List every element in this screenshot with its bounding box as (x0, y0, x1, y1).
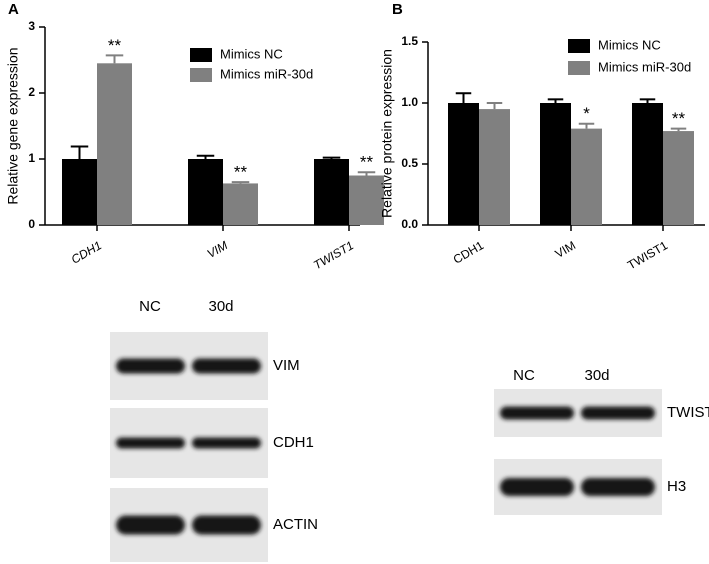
y-axis-label: Relative protein expression (379, 49, 395, 218)
blot-band (500, 478, 574, 496)
bar (632, 103, 663, 225)
blot-band (116, 515, 185, 535)
blot-label: VIM (273, 357, 300, 374)
significance: ** (234, 163, 248, 182)
y-tick-label: 0 (28, 217, 35, 231)
blot-band (192, 515, 261, 535)
bar (540, 103, 571, 225)
y-tick-label: 0.0 (401, 217, 418, 231)
panel-label: A (8, 1, 19, 18)
blot-band (192, 358, 261, 374)
blot-label: ACTIN (273, 516, 318, 533)
significance: ** (672, 109, 686, 128)
legend-swatch (190, 48, 212, 62)
bar (479, 109, 510, 225)
significance: ** (108, 36, 122, 55)
x-tick-label: TWIST1 (625, 238, 670, 272)
blot-band (116, 358, 185, 374)
bar (314, 159, 349, 225)
bar (223, 183, 258, 225)
x-tick-label: CDH1 (69, 238, 104, 266)
bar (571, 128, 602, 225)
blot-label: CDH1 (273, 434, 314, 451)
blot-band (581, 406, 655, 420)
x-tick-label: CDH1 (451, 238, 487, 267)
bar (97, 63, 132, 225)
legend-swatch (190, 68, 212, 82)
bar (62, 159, 97, 225)
blot-band (500, 406, 574, 420)
lane-label: 30d (208, 298, 233, 315)
y-tick-label: 1.0 (401, 95, 418, 109)
legend-swatch (568, 61, 590, 75)
lane-label: 30d (584, 367, 609, 384)
blot-band (581, 478, 655, 496)
bar (663, 131, 694, 225)
x-tick-label: VIM (205, 238, 230, 261)
y-tick-label: 3 (28, 19, 35, 33)
bar (448, 103, 479, 225)
x-tick-label: VIM (553, 238, 578, 261)
significance: ** (360, 153, 374, 172)
bar (349, 175, 384, 225)
blot-band (116, 437, 185, 449)
blot-label: TWIST (667, 404, 709, 421)
lane-label: NC (139, 298, 161, 315)
legend-label: Mimics NC (220, 46, 283, 61)
y-tick-label: 1.5 (401, 34, 418, 48)
panel-label: B (392, 1, 403, 18)
y-tick-label: 0.5 (401, 156, 418, 170)
y-tick-label: 1 (28, 151, 35, 165)
y-axis-label: Relative gene expression (5, 47, 21, 204)
lane-label: NC (513, 367, 535, 384)
legend-swatch (568, 39, 590, 53)
legend-label: Mimics miR-30d (220, 66, 313, 81)
legend-label: Mimics miR-30d (598, 59, 691, 74)
significance: * (583, 104, 590, 123)
legend-label: Mimics NC (598, 37, 661, 52)
blot-label: H3 (667, 478, 686, 495)
blot-band (192, 437, 261, 449)
x-tick-label: TWIST1 (311, 238, 356, 272)
bar (188, 159, 223, 225)
y-tick-label: 2 (28, 85, 35, 99)
